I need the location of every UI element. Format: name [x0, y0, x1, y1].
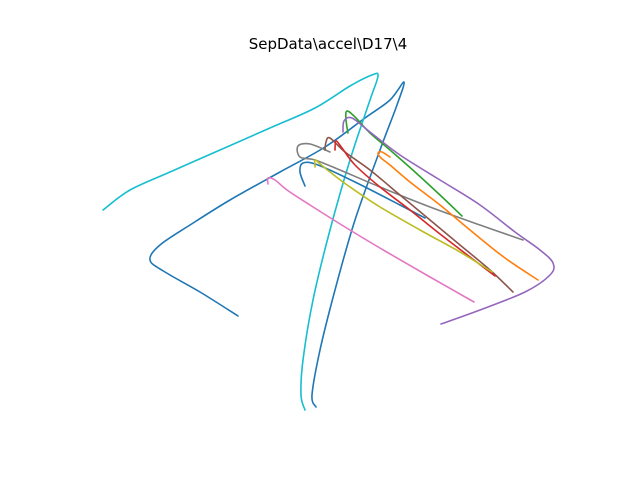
- series-line-2: [102, 72, 379, 411]
- series-line-3: [299, 161, 426, 219]
- series-line-10: [313, 159, 493, 273]
- series-line-8: [324, 136, 514, 293]
- trace-group: [102, 72, 555, 411]
- series-line-5: [377, 150, 539, 281]
- series-line-9: [334, 140, 496, 277]
- series-line-4: [296, 142, 524, 241]
- series-line-1: [149, 81, 405, 408]
- series-line-7: [342, 116, 555, 325]
- chart-title: SepData\accel\D17\4: [249, 35, 408, 53]
- series-line-11: [266, 176, 475, 303]
